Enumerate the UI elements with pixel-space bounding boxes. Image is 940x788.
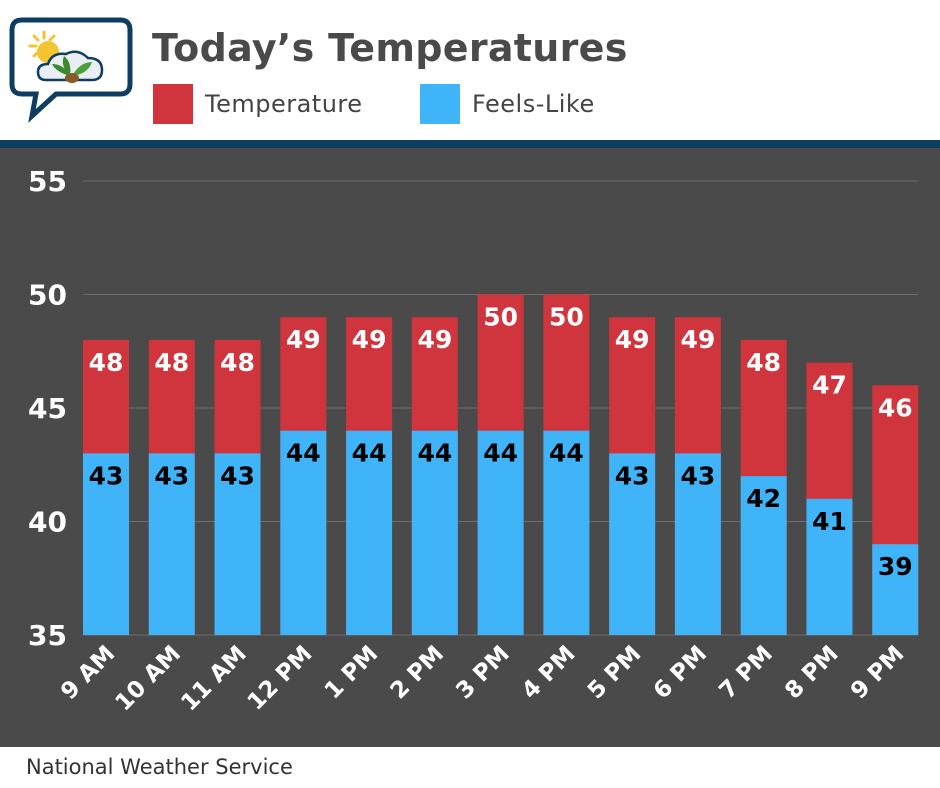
x-tick-label: 3 PM xyxy=(451,641,514,704)
data-label-feels-like: 44 xyxy=(352,439,387,468)
y-tick-label: 40 xyxy=(28,506,67,539)
data-label-temperature: 49 xyxy=(352,325,387,354)
y-tick-label: 45 xyxy=(28,392,67,425)
bar-feels-like xyxy=(740,476,787,635)
data-label-feels-like: 39 xyxy=(878,552,913,581)
x-tick-label: 6 PM xyxy=(649,641,712,704)
bar-feels-like xyxy=(411,430,458,635)
data-label-temperature: 47 xyxy=(812,371,847,400)
y-tick-label: 35 xyxy=(28,619,67,652)
data-label-feels-like: 43 xyxy=(154,461,189,490)
data-label-temperature: 50 xyxy=(549,303,584,332)
bar-feels-like xyxy=(280,430,327,635)
data-label-feels-like: 43 xyxy=(615,461,650,490)
data-label-feels-like: 44 xyxy=(417,439,452,468)
bar-feels-like xyxy=(83,453,129,635)
x-tick-label: 7 PM xyxy=(714,641,777,704)
x-tick-label: 9 PM xyxy=(846,641,909,704)
data-label-temperature: 46 xyxy=(878,393,913,422)
data-label-temperature: 49 xyxy=(681,325,716,354)
header-divider xyxy=(0,140,940,148)
data-label-temperature: 49 xyxy=(417,325,452,354)
data-label-feels-like: 44 xyxy=(483,439,518,468)
x-tick-label: 12 PM xyxy=(243,641,318,716)
chart-panel: 35 40 45 50 55 48 43 9 AM 48 43 10 AM 48 43 11 AM 49 44… xyxy=(0,148,940,747)
data-label-temperature: 48 xyxy=(746,348,781,377)
bar-feels-like xyxy=(148,453,195,635)
x-tick-label: 4 PM xyxy=(517,641,580,704)
bar-feels-like xyxy=(477,430,524,635)
data-label-temperature: 48 xyxy=(154,348,189,377)
x-tick-label: 8 PM xyxy=(780,641,843,704)
bar-feels-like xyxy=(872,544,919,635)
source-credit: National Weather Service xyxy=(26,755,293,779)
legend-swatch-feels-like xyxy=(420,84,460,124)
data-label-feels-like: 43 xyxy=(220,461,255,490)
y-tick-label: 55 xyxy=(28,165,67,198)
x-tick-label: 5 PM xyxy=(583,641,646,704)
bar-feels-like xyxy=(346,430,393,635)
y-tick-label: 50 xyxy=(28,279,67,312)
legend-label-feels-like: Feels-Like xyxy=(472,90,595,118)
bar-feels-like xyxy=(609,453,656,635)
data-label-feels-like: 42 xyxy=(746,484,781,513)
data-label-feels-like: 43 xyxy=(89,461,124,490)
data-label-feels-like: 44 xyxy=(286,439,321,468)
bar-feels-like xyxy=(543,430,590,635)
data-label-feels-like: 43 xyxy=(681,461,716,490)
x-tick-label: 1 PM xyxy=(320,641,383,704)
legend-swatch-temperature xyxy=(153,84,193,124)
weather-logo-icon xyxy=(9,17,133,123)
data-label-feels-like: 41 xyxy=(812,507,847,536)
footer: National Weather Service xyxy=(0,747,940,788)
data-label-feels-like: 44 xyxy=(549,439,584,468)
header: Today’s Temperatures Temperature Feels-L… xyxy=(0,0,940,140)
legend-label-temperature: Temperature xyxy=(205,90,363,118)
data-label-temperature: 49 xyxy=(286,325,321,354)
x-tick-label: 11 AM xyxy=(176,641,251,716)
data-label-temperature: 49 xyxy=(615,325,650,354)
bar-feels-like xyxy=(214,453,261,635)
bar-feels-like xyxy=(806,498,853,635)
x-tick-label: 2 PM xyxy=(386,641,449,704)
data-label-temperature: 48 xyxy=(220,348,255,377)
bar-feels-like xyxy=(674,453,721,635)
data-label-temperature: 48 xyxy=(89,348,124,377)
data-label-temperature: 50 xyxy=(483,303,518,332)
x-tick-label: 10 AM xyxy=(111,641,186,716)
page-title: Today’s Temperatures xyxy=(152,26,628,70)
